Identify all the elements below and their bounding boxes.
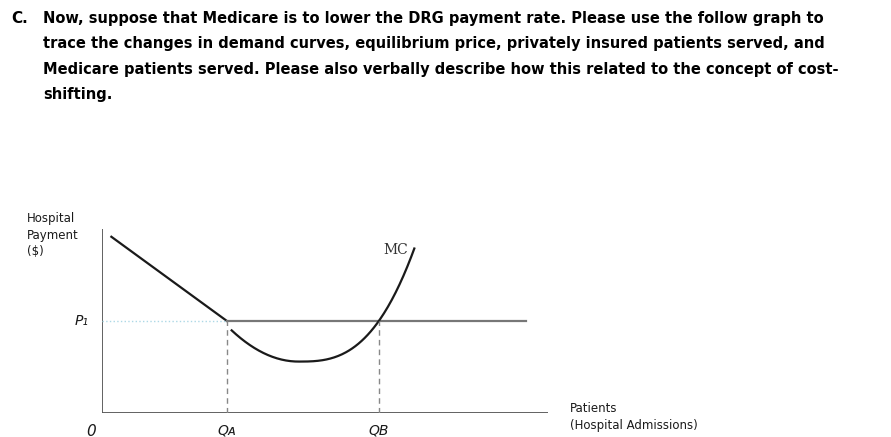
Text: (Hospital Admissions): (Hospital Admissions) — [570, 419, 698, 432]
Text: Now, suppose that Medicare is to lower the DRG payment rate. Please use the foll: Now, suppose that Medicare is to lower t… — [43, 11, 823, 26]
Text: 0: 0 — [86, 424, 96, 437]
Text: ($): ($) — [27, 245, 44, 258]
Text: trace the changes in demand curves, equilibrium price, privately insured patient: trace the changes in demand curves, equi… — [43, 36, 824, 51]
Text: Hospital: Hospital — [27, 212, 75, 225]
Text: Qᴀ: Qᴀ — [217, 424, 237, 437]
Text: QB: QB — [369, 424, 388, 437]
Text: MC: MC — [383, 243, 408, 257]
Text: shifting.: shifting. — [43, 87, 112, 102]
Text: C.: C. — [12, 11, 29, 26]
Text: Patients: Patients — [570, 402, 617, 415]
Text: Medicare patients served. Please also verbally describe how this related to the : Medicare patients served. Please also ve… — [43, 62, 838, 76]
Text: P₁: P₁ — [75, 314, 89, 328]
Text: Payment: Payment — [27, 229, 78, 242]
